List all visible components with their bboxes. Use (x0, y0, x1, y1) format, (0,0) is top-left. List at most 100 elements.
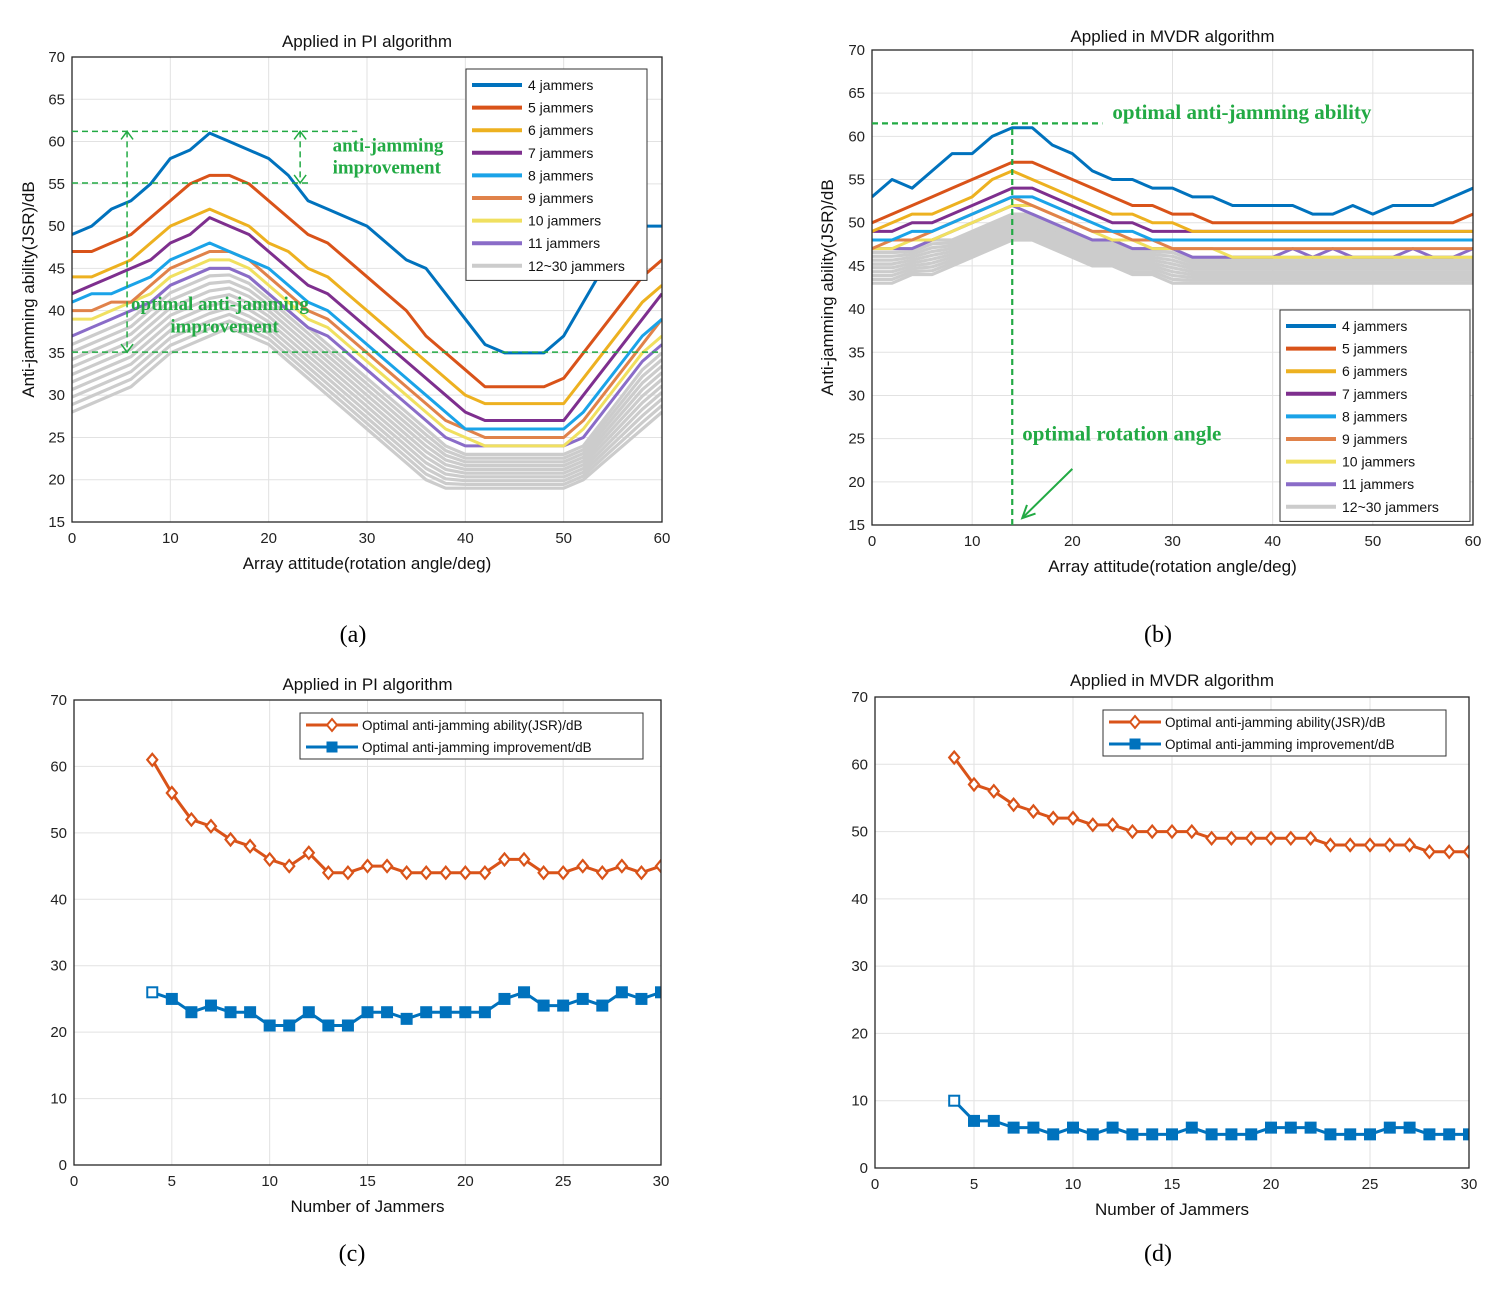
y-tick-label: 20 (48, 472, 65, 489)
point-marker-diamond (165, 785, 179, 801)
point-marker-diamond (1403, 837, 1417, 853)
y-tick-label: 65 (848, 85, 865, 102)
point-marker-diamond (537, 864, 551, 881)
panel-c: 0 5 10 15 20 25 30 0 10 20 30 40 50 60 70 Applied in PI… (50, 675, 669, 1216)
legend-label: Optimal anti-jamming improvement/dB (362, 740, 592, 755)
x-tick-label: 25 (1362, 1176, 1379, 1193)
point-marker-diamond (1145, 823, 1159, 840)
point-marker-diamond (1205, 830, 1219, 847)
legend-label: 9 jammers (1342, 431, 1407, 447)
point-marker-diamond (1026, 803, 1040, 820)
y-tick-label: 40 (50, 891, 67, 908)
y-tick-label: 60 (851, 756, 868, 773)
x-tick-label: 20 (1064, 533, 1081, 550)
guide-arrowhead (120, 130, 134, 140)
series-line-jammers-12-30 (72, 306, 662, 479)
y-tick-label: 30 (50, 958, 67, 975)
point-marker-square (1067, 1121, 1079, 1134)
point-marker-diamond (498, 851, 511, 868)
annotation-text: optimal anti-jamming (131, 294, 309, 315)
point-marker-square (361, 1006, 374, 1019)
annotation-text: improvement (333, 158, 442, 179)
y-tick-label: 65 (48, 91, 65, 108)
legend-label: 4 jammers (528, 77, 593, 93)
annotation-text: optimal rotation angle (1022, 421, 1221, 445)
x-tick-label: 10 (1065, 1176, 1082, 1193)
chart-title: Applied in PI algorithm (282, 32, 452, 51)
x-tick-label: 30 (653, 1173, 670, 1190)
series-line-4-jammers (872, 126, 1473, 216)
series-line-7-jammers (72, 216, 662, 423)
point-marker-diamond (1244, 830, 1258, 847)
point-marker-diamond (1304, 830, 1318, 847)
series-line-6-jammers (72, 207, 662, 406)
point-marker-square (400, 1012, 413, 1025)
y-tick-label: 20 (50, 1024, 67, 1041)
annotation-text: improvement (170, 317, 279, 338)
point-marker-diamond (1462, 844, 1469, 860)
axes-frame (73, 699, 662, 1166)
y-tick-label: 50 (50, 825, 67, 842)
point-marker-square (204, 999, 217, 1012)
chart-title: Applied in PI algorithm (282, 675, 452, 694)
point-marker-square (1185, 1121, 1198, 1134)
legend-label: 7 jammers (1342, 386, 1407, 402)
legend-label: 8 jammers (1342, 408, 1407, 424)
point-marker-square (1403, 1121, 1416, 1134)
point-marker-square (1007, 1121, 1020, 1134)
guide-arrowhead (1020, 504, 1036, 520)
point-marker-diamond (302, 845, 316, 861)
guide-arrowhead (120, 343, 134, 354)
legend-box (1102, 709, 1447, 757)
y-tick-label: 60 (50, 758, 67, 775)
annotation-text: optimal anti-jamming ability (1112, 100, 1372, 124)
point-marker-diamond (1264, 830, 1278, 847)
plot-content (872, 126, 1473, 285)
legend-label: 11 jammers (528, 235, 600, 251)
y-tick-label: 0 (860, 1160, 868, 1177)
point-marker-diamond (615, 858, 629, 874)
point-marker-square (283, 1019, 296, 1032)
series-line-jammers-12-30 (72, 286, 662, 468)
point-marker-square (1383, 1121, 1396, 1134)
point-marker-diamond (1066, 810, 1080, 826)
y-tick-label: 30 (848, 387, 865, 404)
y-tick-label: 0 (59, 1157, 67, 1174)
x-tick-label: 60 (654, 530, 671, 547)
plot-content (947, 749, 1469, 1141)
chart-title: Applied in MVDR algorithm (1070, 671, 1274, 690)
series-line-jammers-12-30 (872, 226, 1473, 274)
point-marker-square (1364, 1128, 1376, 1141)
legend-marker-diamond (1128, 714, 1142, 730)
x-tick-label: 30 (1164, 533, 1181, 550)
y-tick-label: 40 (848, 301, 865, 318)
point-marker-square (968, 1114, 980, 1127)
x-tick-label: 10 (162, 530, 179, 547)
series-line-8-jammers (72, 241, 662, 431)
y-tick-label: 15 (848, 517, 865, 534)
legend-label: 6 jammers (1342, 363, 1407, 379)
x-axis-label: Array attitude(rotation angle/deg) (1048, 557, 1297, 576)
caption-a: (a) (340, 622, 367, 648)
point-marker-square (1166, 1128, 1178, 1141)
y-tick-label: 55 (848, 172, 865, 189)
legend-label: 12~30 jammers (528, 258, 625, 274)
x-tick-label: 10 (261, 1173, 278, 1190)
x-tick-label: 5 (970, 1176, 978, 1193)
y-tick-label: 20 (848, 474, 865, 491)
legend-marker-diamond (325, 717, 339, 733)
guide-arrowhead (293, 174, 307, 185)
legend-label: 10 jammers (528, 213, 601, 229)
point-marker-square (341, 1019, 354, 1032)
annotation-text: anti-jamming (333, 136, 444, 157)
x-tick-label: 0 (70, 1173, 78, 1190)
point-marker-diamond (1442, 844, 1456, 860)
point-marker-diamond (458, 864, 472, 881)
legend-label: Optimal anti-jamming ability(JSR)/dB (1165, 715, 1386, 730)
y-tick-label: 40 (48, 303, 65, 320)
point-marker-diamond (1224, 830, 1238, 847)
series-line-6-jammers (872, 169, 1473, 233)
y-tick-label: 20 (851, 1025, 868, 1042)
x-tick-label: 15 (1164, 1176, 1181, 1193)
point-marker-diamond (380, 858, 394, 874)
